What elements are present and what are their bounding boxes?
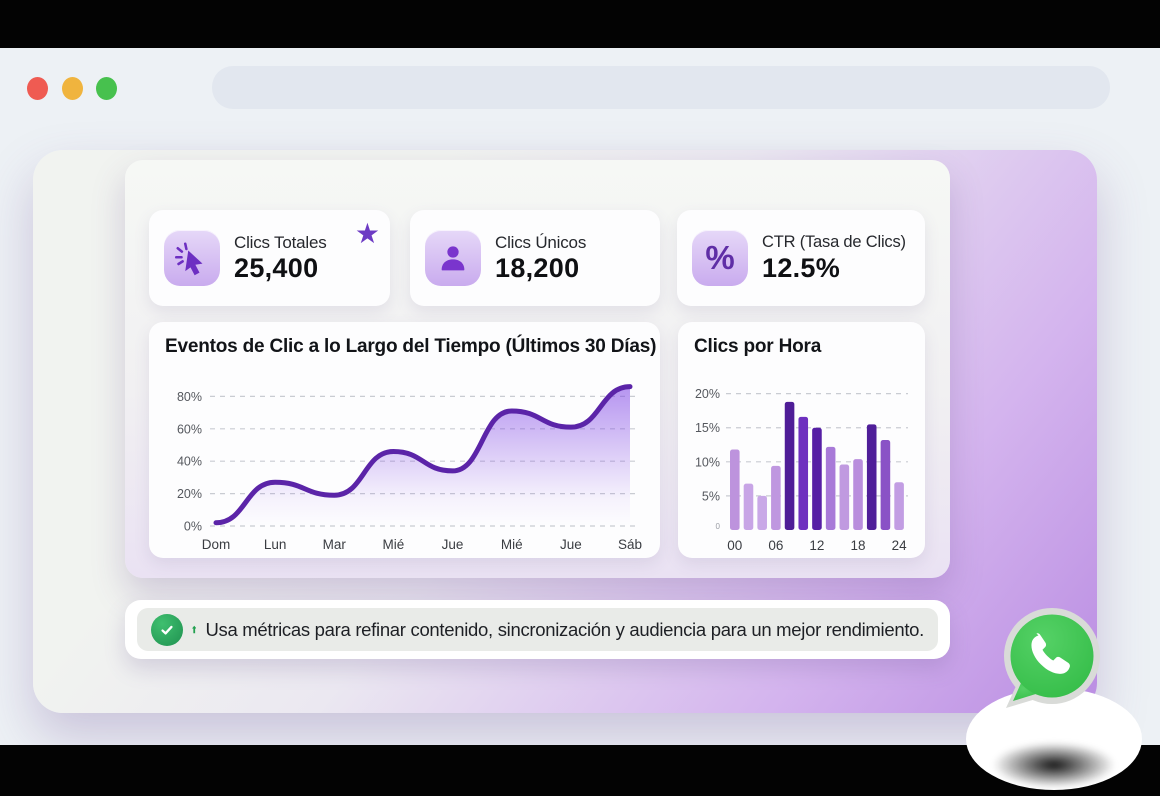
- chart-card-click-events: Eventos de Clic a lo Largo del Tiempo (Ú…: [149, 322, 660, 558]
- svg-text:Jue: Jue: [442, 537, 464, 552]
- tip-banner-text: Usa métricas para refinar contenido, sin…: [205, 618, 924, 640]
- browser-minimize-button[interactable]: [62, 77, 83, 100]
- svg-text:Mar: Mar: [323, 537, 347, 552]
- cursor-click-icon: [164, 230, 220, 286]
- stat-text-block: Clics Únicos 18,200: [495, 232, 586, 284]
- browser-address-bar[interactable]: [212, 66, 1110, 109]
- chart-card-clicks-per-hour: Clics por Hora 5% 10% 15% 20% 0 00 06 12 18 24: [678, 322, 925, 558]
- tip-banner: Usa métricas para refinar contenido, sin…: [125, 600, 950, 659]
- svg-text:Mié: Mié: [383, 537, 405, 552]
- browser-close-button[interactable]: [27, 77, 48, 100]
- stat-value: 25,400: [234, 253, 319, 284]
- svg-text:10%: 10%: [695, 455, 720, 469]
- percent-icon: %: [692, 230, 748, 286]
- svg-text:60%: 60%: [177, 422, 202, 436]
- stat-label: CTR (Tasa de Clics): [762, 233, 906, 252]
- svg-text:20%: 20%: [177, 487, 202, 501]
- svg-text:18: 18: [851, 538, 866, 553]
- tip-banner-inner: Usa métricas para refinar contenido, sin…: [137, 608, 938, 651]
- stat-value: 12.5%: [762, 252, 841, 283]
- user-icon: [425, 230, 481, 286]
- browser-maximize-button[interactable]: [96, 77, 117, 100]
- svg-text:24: 24: [892, 538, 908, 553]
- svg-text:00: 00: [727, 538, 742, 553]
- svg-text:Jue: Jue: [560, 537, 582, 552]
- svg-text:5%: 5%: [702, 489, 720, 503]
- svg-text:15%: 15%: [695, 421, 720, 435]
- arrow-up-icon: [192, 625, 197, 634]
- svg-text:80%: 80%: [177, 390, 202, 404]
- bottom-letterbox-bar: [0, 745, 1160, 796]
- chart-title: Eventos de Clic a lo Largo del Tiempo (Ú…: [165, 336, 657, 357]
- percent-glyph: %: [705, 239, 735, 276]
- stat-value: 18,200: [495, 253, 580, 284]
- svg-text:Dom: Dom: [202, 537, 231, 552]
- favorite-star-icon[interactable]: ★: [354, 218, 380, 249]
- check-circle-icon: [151, 613, 183, 646]
- whatsapp-icon[interactable]: [1000, 608, 1104, 712]
- area-chart: 0% 20% 40% 60% 80% Dom Lun Mar Mié Jue Mié Jue Sáb: [177, 384, 642, 552]
- svg-text:0%: 0%: [184, 520, 202, 534]
- fab-shadow: [992, 742, 1116, 788]
- stat-card-ctr: % CTR (Tasa de Clics) 12.5%: [677, 210, 925, 306]
- svg-text:Sáb: Sáb: [618, 537, 642, 552]
- top-letterbox-bar: [0, 0, 1160, 48]
- svg-text:0: 0: [716, 522, 721, 531]
- stat-label: Clics Únicos: [495, 232, 587, 252]
- stat-text-block: Clics Totales 25,400: [234, 232, 327, 284]
- stat-text-block: CTR (Tasa de Clics) 12.5%: [762, 232, 906, 284]
- svg-text:40%: 40%: [177, 455, 202, 469]
- svg-text:Lun: Lun: [264, 537, 287, 552]
- chart-title: Clics por Hora: [694, 336, 822, 357]
- svg-text:06: 06: [768, 538, 783, 553]
- bar-chart: 5%10%15%20%000 06 12 18 24: [695, 387, 908, 553]
- stat-label: Clics Totales: [234, 232, 327, 252]
- svg-text:Mié: Mié: [501, 537, 523, 552]
- stat-card-unique-clicks: Clics Únicos 18,200: [410, 210, 660, 306]
- svg-text:12: 12: [809, 538, 824, 553]
- svg-text:20%: 20%: [695, 387, 720, 401]
- stat-card-total-clicks: Clics Totales 25,400 ★: [149, 210, 390, 306]
